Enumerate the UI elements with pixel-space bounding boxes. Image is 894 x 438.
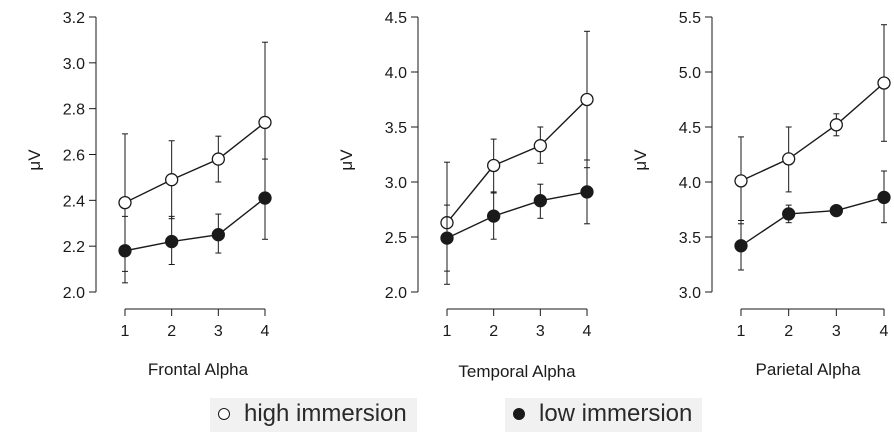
y-tick-label: 2.5 [385, 230, 407, 247]
series-low-immersion [118, 158, 272, 284]
y-tick-label: 3.0 [385, 175, 407, 192]
y-axis-label: μV [631, 149, 650, 171]
y-tick-label: 3.5 [679, 230, 701, 247]
chart-panel-1: 2.0 2.2 2.4 2.6 2.8 3.0 3.2 1 2 3 4 μV Frontal Alpha [25, 10, 272, 379]
legend-item-high-immersion: high immersion [210, 398, 417, 432]
data-point-filled [533, 194, 547, 208]
y-tick-label: 5.5 [679, 10, 701, 27]
y-tick-label: 4.5 [385, 10, 407, 27]
y-axis-label: μV [25, 149, 44, 171]
data-point-filled [211, 228, 225, 242]
x-axis-label: Temporal Alpha [458, 362, 576, 381]
series-low-immersion [440, 159, 594, 272]
chart-panel-2: 2.0 2.5 3.0 3.5 4.0 4.5 1 2 3 4 μV Temporal Alpha [337, 10, 594, 381]
y-axis-label: μV [337, 149, 356, 171]
series-line [124, 197, 266, 252]
legend-label-high-immersion: high immersion [244, 400, 407, 427]
y-tick-label: 4.0 [385, 65, 407, 82]
x-tick-label: 4 [880, 323, 889, 340]
y-tick-label: 2.0 [63, 285, 85, 302]
y-tick-label: 3.0 [63, 56, 85, 73]
y-tick-label: 2.6 [63, 148, 85, 165]
y-tick-label: 3.5 [385, 120, 407, 137]
data-point-filled [118, 244, 132, 258]
series-line [124, 121, 266, 204]
y-tick-label: 4.0 [679, 175, 701, 192]
series-high-immersion [734, 24, 891, 225]
x-tick-label: 3 [832, 323, 841, 340]
y-tick-label: 3.2 [63, 10, 85, 27]
data-point-open [211, 152, 225, 166]
x-tick-label: 4 [261, 323, 270, 340]
data-point-filled [165, 234, 179, 249]
legend-label-low-immersion: low immersion [539, 400, 693, 427]
data-point-open [782, 152, 796, 166]
data-point-open [258, 115, 272, 130]
x-tick-label: 1 [121, 323, 130, 340]
x-tick-label: 3 [214, 323, 223, 340]
data-point-open [829, 118, 843, 132]
series-line [446, 99, 588, 224]
x-tick-label: 1 [443, 323, 452, 340]
series-low-immersion [734, 170, 891, 271]
data-point-filled [782, 207, 796, 221]
y-tick-label: 2.2 [63, 239, 85, 256]
y-tick-label: 2.4 [63, 193, 85, 210]
series-high-immersion [118, 41, 272, 272]
data-point-open [580, 92, 594, 107]
legend-item-low-immersion: low immersion [505, 398, 703, 432]
series-high-immersion [440, 30, 594, 285]
data-point-open [533, 139, 547, 153]
series-line [446, 191, 588, 239]
data-point-filled [829, 203, 843, 218]
open-circle-icon [218, 408, 230, 420]
y-tick-label: 4.5 [679, 120, 701, 137]
y-tick-label: 2.8 [63, 102, 85, 119]
data-point-open [877, 76, 891, 90]
data-point-filled [258, 191, 272, 205]
data-point-filled [734, 239, 748, 253]
data-point-open [118, 195, 132, 210]
data-point-filled [440, 231, 454, 245]
figure: 2.0 2.2 2.4 2.6 2.8 3.0 3.2 1 2 3 4 μV Frontal Alpha… [25, 10, 891, 381]
x-tick-label: 2 [489, 323, 498, 340]
chart-panel-3: 3.0 3.5 4.0 4.5 5.0 5.5 1 2 3 4 μV Parietal Alpha [631, 10, 891, 379]
legend: high immersion low immersion [0, 398, 894, 438]
filled-circle-icon [513, 408, 525, 420]
data-point-filled [487, 209, 501, 223]
y-tick-label: 5.0 [679, 65, 701, 82]
x-axis-label: Parietal Alpha [756, 360, 861, 379]
data-point-open [165, 173, 179, 187]
series-line [740, 196, 885, 247]
data-point-open [487, 158, 501, 173]
x-tick-label: 4 [583, 323, 592, 340]
series-line [740, 82, 885, 182]
data-point-open [734, 174, 748, 188]
y-tick-label: 2.0 [385, 285, 407, 302]
x-tick-label: 3 [536, 323, 545, 340]
y-tick-label: 3.0 [679, 285, 701, 302]
data-point-filled [580, 185, 594, 199]
x-tick-label: 1 [737, 323, 746, 340]
x-tick-label: 2 [167, 323, 176, 340]
data-point-filled [877, 190, 891, 205]
x-axis-label: Frontal Alpha [148, 360, 249, 379]
x-tick-label: 2 [784, 323, 793, 340]
